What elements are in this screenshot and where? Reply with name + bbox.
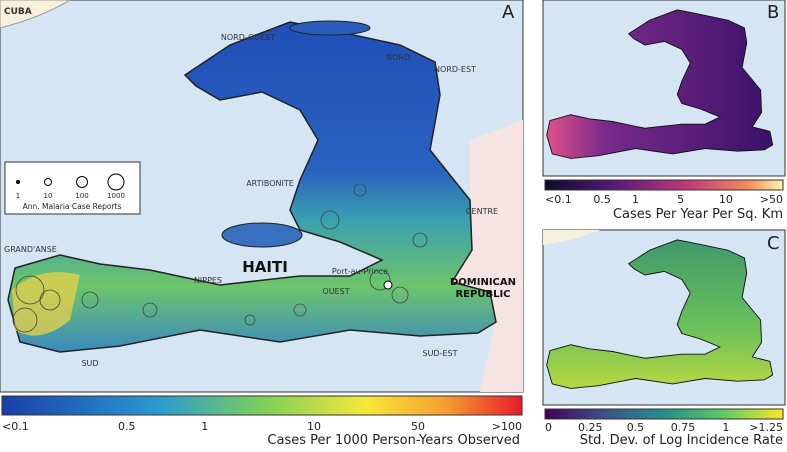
panel-c: C — [542, 229, 786, 406]
legend-symbol — [44, 178, 52, 186]
colorbar-tick-label: <0.1 — [2, 420, 29, 433]
place-label: HAITI — [242, 258, 288, 276]
colorbar-c — [544, 408, 784, 420]
legend-label: 10 — [44, 192, 53, 200]
hotspot — [12, 272, 80, 336]
place-label: CENTRE — [466, 207, 498, 216]
colorbar-tick-label: 1 — [632, 193, 639, 206]
tortuga-island — [289, 20, 371, 36]
legend-label: 1000 — [107, 192, 125, 200]
colorbar-tick-label: 10 — [307, 420, 321, 433]
colorbar-tick-label: <0.1 — [545, 193, 572, 206]
colorbar-tick-label: 0.5 — [627, 421, 645, 434]
place-label: NORD — [386, 53, 410, 62]
colorbar-tick-label: 50 — [411, 420, 425, 433]
capital-marker — [383, 280, 393, 290]
legend-symbol — [107, 173, 125, 191]
place-label: GRAND'ANSE — [4, 245, 57, 254]
panel-letter: A — [502, 2, 515, 23]
place-label: NIPPES — [194, 276, 222, 285]
panel-letter: B — [767, 2, 779, 23]
place-label: DOMINICAN — [450, 277, 516, 288]
colorbar-title: Cases Per 1000 Person-Years Observed — [267, 433, 520, 448]
colorbar-b — [544, 179, 784, 191]
colorbar-tick-label: 0.25 — [578, 421, 603, 434]
dr-land — [452, 120, 523, 392]
colorbar-tick-label: >50 — [760, 193, 783, 206]
panel-a: A CUBA NORD-OUEST NORD NORD-EST ARTIBONITE CE… — [0, 0, 524, 393]
place-label: NORD-EST — [434, 65, 476, 74]
colorbar-tick-label: >1.25 — [749, 421, 783, 434]
cuba-land — [543, 230, 600, 245]
colorbar-tick-label: 10 — [719, 193, 733, 206]
colorbar-title: Cases Per Year Per Sq. Km — [613, 207, 783, 222]
gonave-island — [221, 222, 303, 248]
place-label: SUD-EST — [423, 349, 458, 358]
place-label: SUD — [81, 359, 98, 368]
colorbar-tick-label: 1 — [201, 420, 208, 433]
place-label: OUEST — [322, 287, 349, 296]
place-label: REPUBLIC — [455, 289, 510, 300]
colorbar-tick-label: 5 — [677, 193, 684, 206]
colorbar-tick-label: 0.75 — [671, 421, 696, 434]
legend-title: Ann. Malaria Case Reports — [23, 202, 122, 211]
cuba-land — [0, 0, 71, 29]
place-label: ARTIBONITE — [246, 179, 294, 188]
legend-symbol — [76, 176, 88, 188]
colorbar-a — [1, 395, 523, 416]
panel-letter: C — [767, 233, 780, 254]
colorbar-tick-label: 0.5 — [593, 193, 611, 206]
case-circles — [12, 183, 428, 333]
legend-symbol — [16, 180, 20, 184]
colorbar-title: Std. Dev. of Log Incidence Rate — [580, 433, 783, 448]
panel-b: B — [542, 0, 786, 177]
place-label: CUBA — [4, 7, 32, 17]
legend-label: 1 — [16, 192, 20, 200]
colorbar-tick-label: 1 — [722, 421, 729, 434]
colorbar-tick-label: 0 — [545, 421, 552, 434]
legend-box — [4, 161, 141, 215]
colorbar-tick-label: >100 — [492, 420, 522, 433]
colorbar-tick-label: 0.5 — [118, 420, 136, 433]
place-label: Port-au-Prince — [332, 267, 388, 276]
legend-label: 100 — [75, 192, 88, 200]
place-label: NORD-OUEST — [221, 33, 275, 42]
